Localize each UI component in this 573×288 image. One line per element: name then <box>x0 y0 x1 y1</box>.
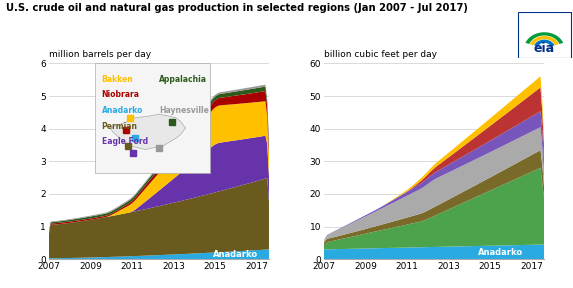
Text: Haynesville: Haynesville <box>159 106 209 115</box>
Text: Niobrara: Niobrara <box>101 90 140 99</box>
Text: Anadarko: Anadarko <box>478 248 523 257</box>
Text: eia: eia <box>534 42 555 55</box>
Text: Appalachia: Appalachia <box>159 75 207 84</box>
Wedge shape <box>534 40 555 46</box>
Text: Eagle Ford: Eagle Ford <box>101 137 148 146</box>
Polygon shape <box>111 114 186 149</box>
Text: million barrels per day: million barrels per day <box>49 50 151 59</box>
Text: Permian: Permian <box>101 122 138 130</box>
Text: Anadarko: Anadarko <box>214 251 258 259</box>
Text: billion cubic feet per day: billion cubic feet per day <box>324 50 437 59</box>
Wedge shape <box>525 32 563 44</box>
Text: Anadarko: Anadarko <box>101 106 143 115</box>
Text: Bakken: Bakken <box>101 75 134 84</box>
Text: U.S. crude oil and natural gas production in selected regions (Jan 2007 - Jul 20: U.S. crude oil and natural gas productio… <box>6 3 468 13</box>
Wedge shape <box>530 36 559 45</box>
FancyBboxPatch shape <box>95 63 210 173</box>
